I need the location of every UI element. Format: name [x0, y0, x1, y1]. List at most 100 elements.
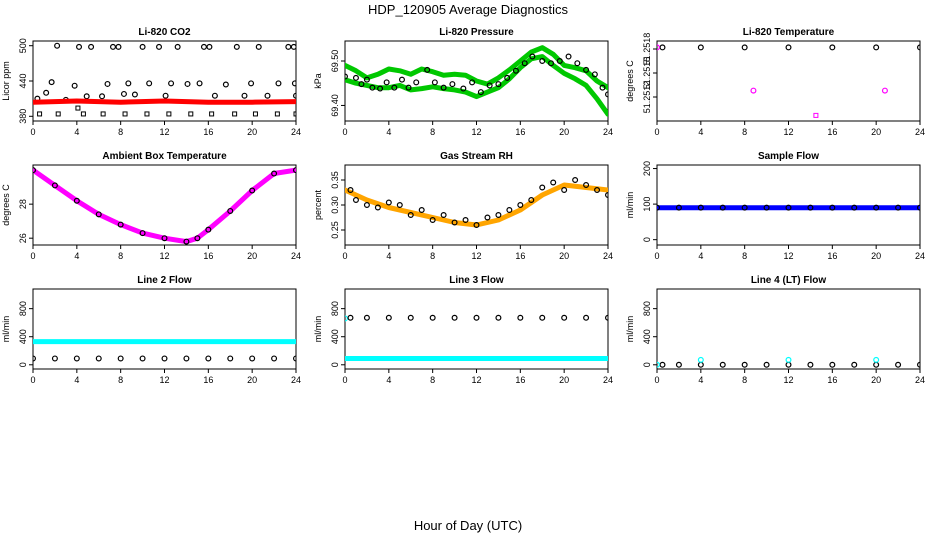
data-point [785, 204, 792, 211]
data-point [293, 92, 296, 99]
data-point [222, 81, 229, 88]
data-point [697, 204, 704, 211]
y-tick-label: 0 [18, 362, 28, 367]
data-point [440, 212, 447, 219]
data-point [125, 80, 132, 87]
x-tick-label: 24 [915, 127, 925, 137]
data-point [605, 192, 608, 198]
data-point [347, 314, 354, 321]
data-point [873, 44, 880, 51]
plot-frame [32, 40, 297, 122]
data-point [484, 214, 491, 221]
data-point [104, 80, 111, 87]
x-tick-label: 0 [342, 127, 347, 137]
data-point [51, 182, 58, 189]
panel-ambient-box-temp: Ambient Box Temperature degrees C 0 4 8 12 16 2… [1, 151, 301, 261]
data-point [293, 355, 296, 362]
data-point [233, 43, 240, 50]
x-tick-label: 16 [515, 375, 525, 385]
data-point [473, 314, 480, 321]
data-point [99, 93, 106, 100]
data-area [33, 167, 296, 245]
x-tick-label: 4 [74, 127, 79, 137]
data-point [363, 76, 370, 83]
data-point [697, 361, 704, 368]
y-tick-label: 400 [18, 329, 28, 344]
x-tick-label: 16 [203, 375, 213, 385]
y-tick-label: 69.40 [330, 94, 340, 117]
data-point [43, 89, 50, 96]
data-point [741, 204, 748, 211]
data-point [659, 361, 666, 368]
data-point [76, 43, 83, 50]
data-point [550, 179, 557, 186]
data-point [473, 222, 480, 229]
data-point [451, 314, 458, 321]
panel-licor-temp: Li-820 Temperature degrees C 0 4 8 12 16 20 24 51… [625, 27, 925, 137]
data-point [345, 73, 348, 80]
data-point [131, 91, 138, 98]
data-point-square [75, 105, 81, 111]
panel-sample-flow: Sample Flow ml/min 0 4 8 12 16 20 24 0 100 200 [625, 151, 925, 261]
data-point [418, 207, 425, 214]
data-point [88, 43, 95, 50]
y-axis-label: ml/min [313, 316, 323, 343]
y-tick-label: 800 [642, 301, 652, 316]
panel-line4-flow: Line 4 (LT) Flow ml/min 0 4 8 12 16 20 24 0 400 800 [625, 275, 925, 385]
data-point [785, 361, 792, 368]
data-point [529, 53, 536, 60]
y-tick-label: 400 [642, 329, 652, 344]
data-area [657, 356, 920, 368]
x-tick-label: 20 [871, 375, 881, 385]
x-tick-label: 12 [783, 375, 793, 385]
x-tick-label: 8 [742, 251, 747, 261]
data-point [139, 355, 146, 362]
data-point [486, 82, 493, 89]
data-point [352, 74, 359, 81]
x-tick-label: 24 [915, 251, 925, 261]
data-point [161, 235, 168, 242]
panel-title: Gas Stream RH [440, 151, 513, 162]
data-point [109, 43, 116, 50]
data-point [383, 79, 390, 86]
x-tick-label: 4 [698, 375, 703, 385]
y-tick-label: 800 [330, 301, 340, 316]
data-point [249, 187, 256, 194]
data-point [48, 79, 55, 86]
data-point [71, 82, 78, 89]
x-tick-label: 8 [430, 127, 435, 137]
panel-title: Ambient Box Temperature [102, 151, 227, 162]
panel-title: Line 4 (LT) Flow [751, 275, 827, 286]
x-tick-label: 24 [603, 251, 613, 261]
data-point [285, 43, 292, 50]
data-point [785, 356, 792, 363]
data-point [290, 43, 296, 50]
data-point [183, 355, 190, 362]
x-tick-label: 20 [871, 251, 881, 261]
x-tick-label: 24 [603, 375, 613, 385]
data-point [413, 79, 420, 86]
y-tick-label: 26 [18, 233, 28, 243]
data-point [750, 87, 757, 94]
series-band-red [33, 98, 296, 105]
data-point [291, 80, 296, 87]
data-point [829, 361, 836, 368]
data-point [73, 197, 80, 204]
x-tick-label: 4 [386, 251, 391, 261]
y-tick-label: 0 [330, 362, 340, 367]
series-band-orange [345, 182, 608, 228]
data-point-square [144, 111, 150, 117]
x-tick-label: 4 [74, 375, 79, 385]
series-band-green [345, 45, 608, 91]
data-point [495, 81, 502, 88]
data-point-square [166, 111, 172, 117]
x-tick-label: 8 [430, 251, 435, 261]
x-tick-label: 16 [515, 251, 525, 261]
x-tick-label: 16 [827, 127, 837, 137]
y-tick-label: 28 [18, 199, 28, 209]
data-point [697, 44, 704, 51]
y-tick-label: 69.50 [330, 50, 340, 73]
data-point [249, 355, 256, 362]
data-point [117, 355, 124, 362]
data-point [895, 361, 902, 368]
